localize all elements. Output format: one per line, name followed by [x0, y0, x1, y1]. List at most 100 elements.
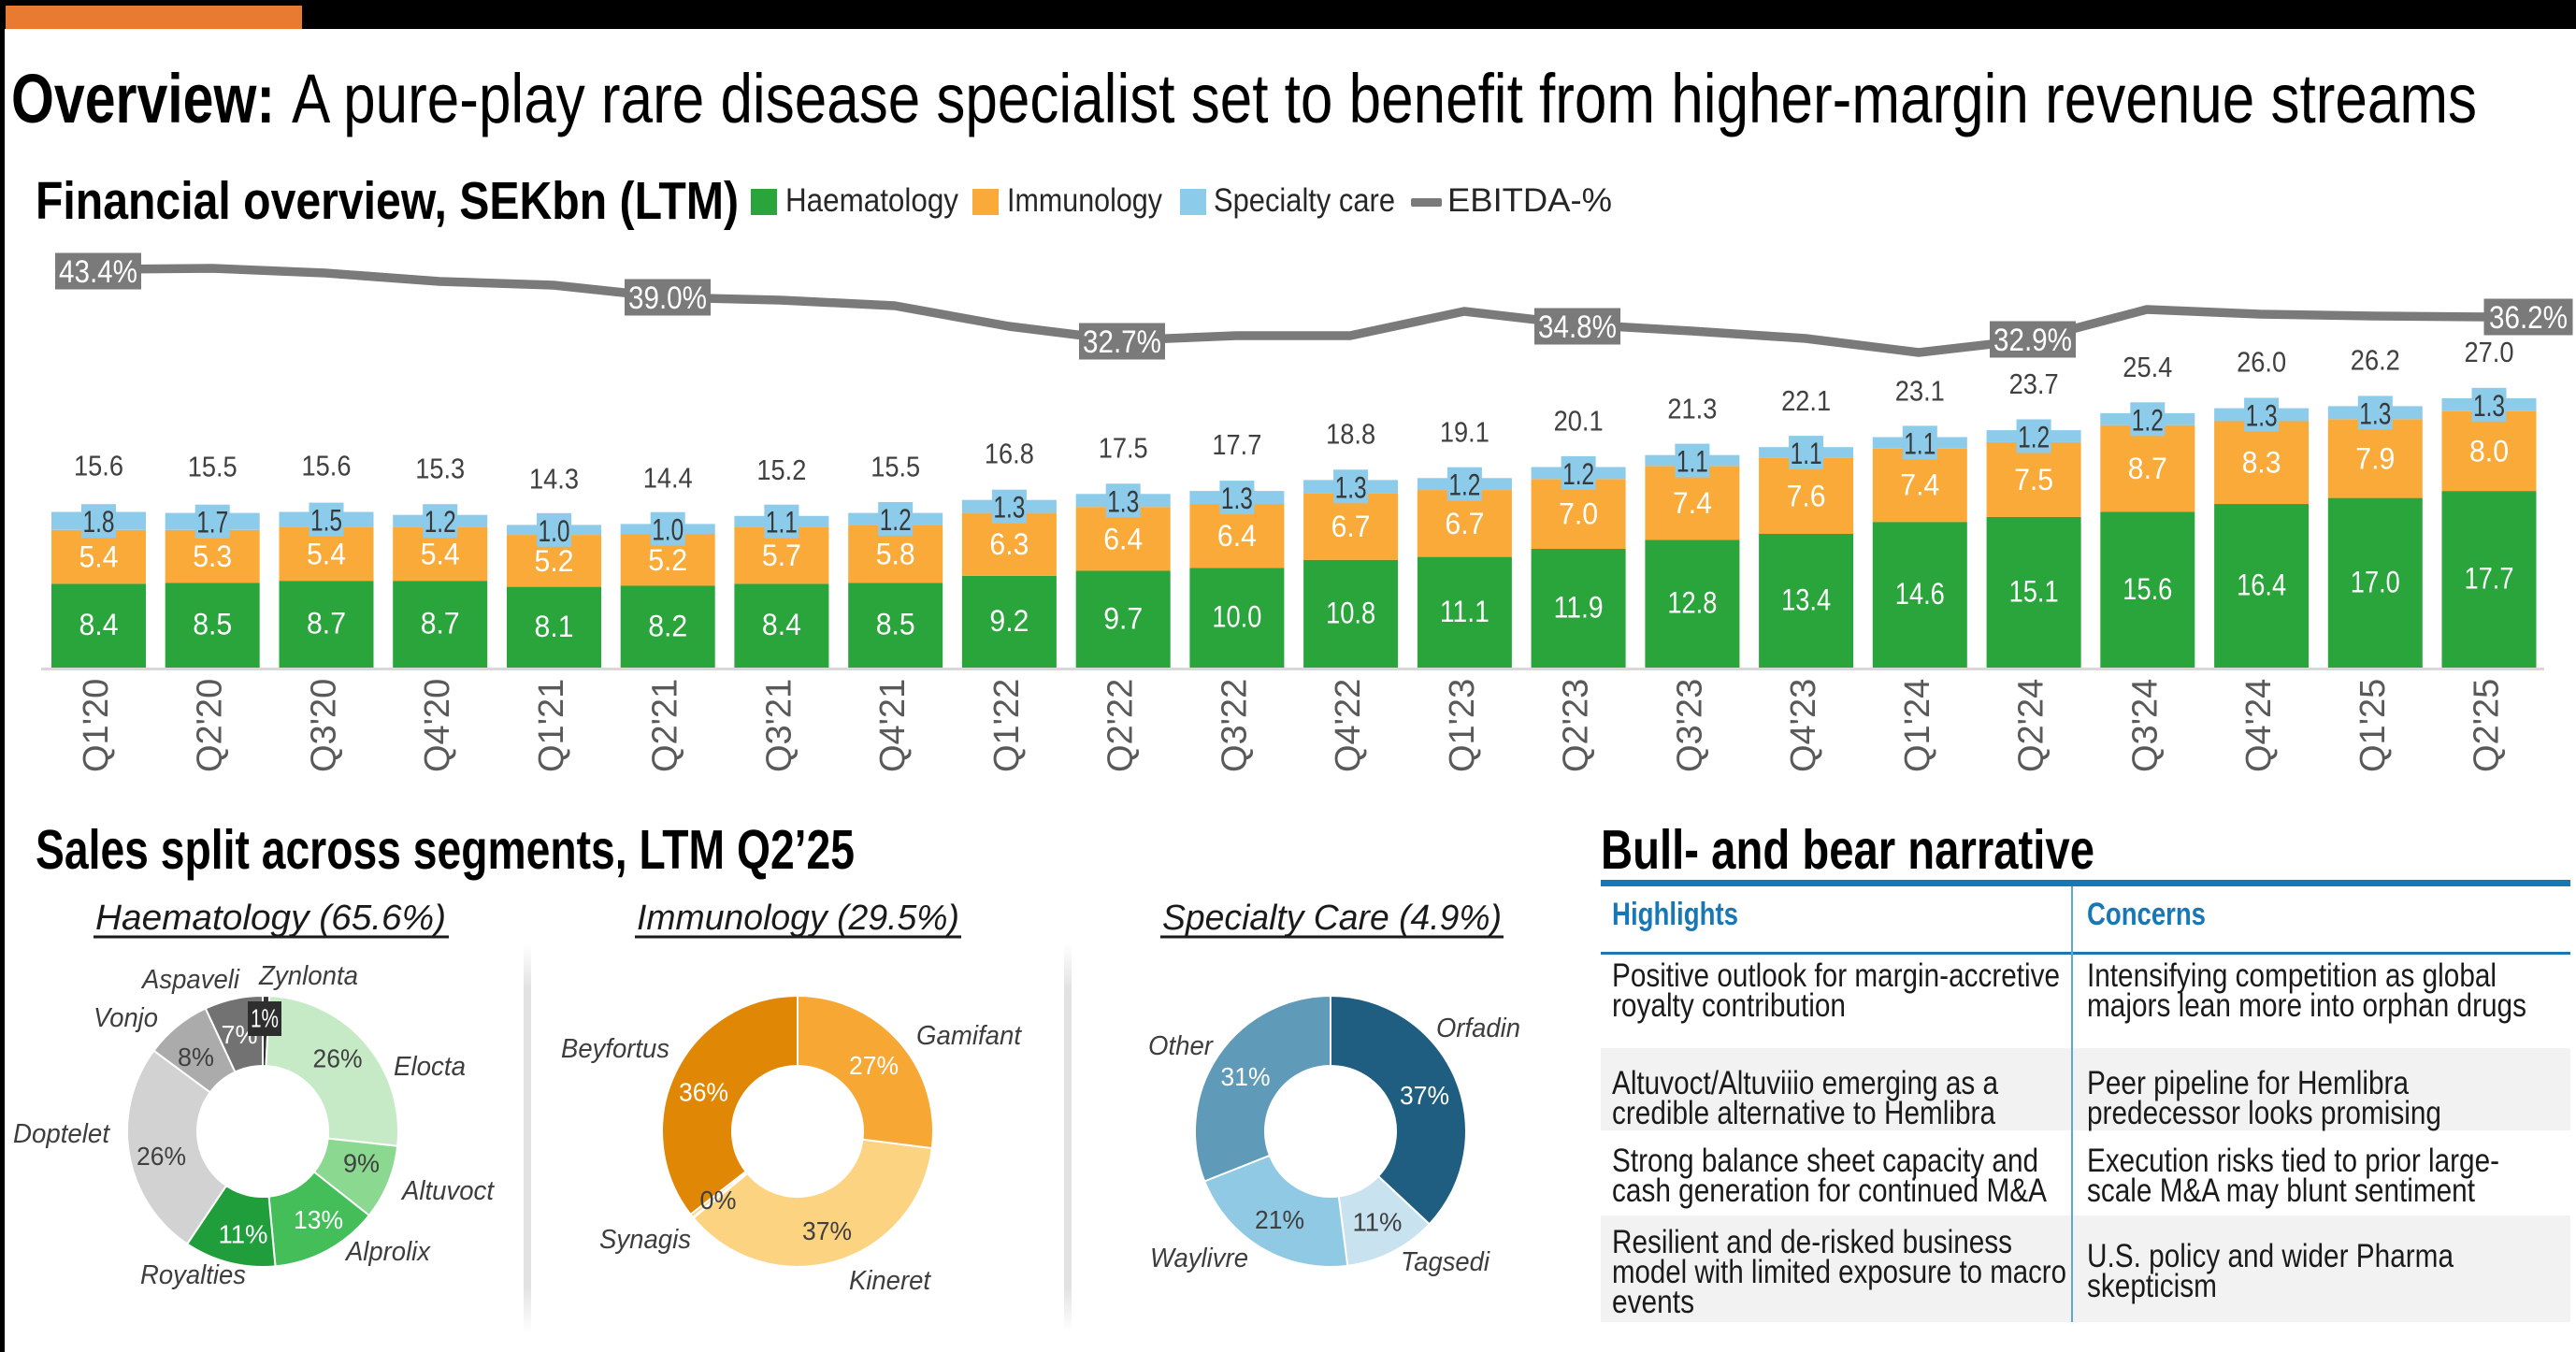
svg-text:Bull- and bear narrative: Bull- and bear narrative: [1601, 819, 2094, 881]
svg-text:scale M&A may blunt sentiment: scale M&A may blunt sentiment: [2087, 1172, 2475, 1209]
svg-text:8.2: 8.2: [648, 609, 687, 642]
svg-text:Execution risks tied to prior: Execution risks tied to prior large-: [2087, 1143, 2499, 1179]
svg-text:1.2: 1.2: [1562, 457, 1594, 491]
svg-text:Resilient and de-risked busine: Resilient and de-risked business: [1612, 1224, 2012, 1260]
svg-text:Tagsedi: Tagsedi: [1401, 1247, 1490, 1277]
svg-text:1.2: 1.2: [2132, 403, 2164, 437]
svg-text:1.1: 1.1: [766, 506, 798, 539]
svg-text:7.4: 7.4: [1673, 486, 1712, 520]
svg-text:Q4'22: Q4'22: [1329, 679, 1368, 772]
svg-text:Q3'21: Q3'21: [759, 679, 799, 772]
svg-text:9%: 9%: [343, 1149, 380, 1178]
svg-text:11%: 11%: [219, 1220, 268, 1249]
svg-text:16.8: 16.8: [985, 438, 1034, 470]
svg-text:Q1'20: Q1'20: [77, 679, 116, 772]
svg-text:25.4: 25.4: [2123, 351, 2172, 383]
svg-text:Q2'21: Q2'21: [646, 679, 685, 772]
svg-text:Doptelet: Doptelet: [13, 1119, 111, 1149]
svg-text:Q2'20: Q2'20: [191, 679, 230, 772]
svg-text:Q1'21: Q1'21: [532, 679, 571, 772]
svg-text:1.3: 1.3: [2359, 396, 2391, 430]
svg-text:cash generation for continued: cash generation for continued M&A: [1612, 1172, 2048, 1209]
svg-text:1.1: 1.1: [1677, 445, 1708, 479]
svg-text:15.6: 15.6: [74, 450, 123, 482]
svg-text:26.0: 26.0: [2237, 346, 2286, 379]
svg-text:7.6: 7.6: [1787, 480, 1826, 513]
svg-text:Positive outlook for margin-ac: Positive outlook for margin-accretive: [1612, 957, 2060, 994]
svg-text:1.1: 1.1: [1791, 437, 1822, 470]
svg-text:events: events: [1612, 1284, 1694, 1320]
svg-text:U.S. policy and wider Pharma: U.S. policy and wider Pharma: [2087, 1238, 2454, 1274]
svg-text:5.4: 5.4: [307, 537, 346, 570]
svg-text:1.2: 1.2: [2018, 421, 2050, 454]
svg-text:21.3: 21.3: [1667, 393, 1717, 425]
svg-text:16.4: 16.4: [2237, 568, 2286, 602]
svg-text:14.4: 14.4: [643, 461, 693, 494]
svg-text:7.4: 7.4: [1900, 468, 1939, 502]
svg-text:Sales split across segments, L: Sales split across segments, LTM Q2’25: [36, 819, 855, 881]
svg-text:8.7: 8.7: [2128, 452, 2167, 485]
svg-text:model with limited exposure to: model with limited exposure to macro: [1612, 1254, 2066, 1290]
svg-text:26%: 26%: [137, 1142, 186, 1171]
svg-text:7.0: 7.0: [1559, 497, 1598, 531]
svg-text:20.1: 20.1: [1554, 405, 1604, 438]
svg-text:23.7: 23.7: [2009, 367, 2059, 400]
svg-text:1.8: 1.8: [83, 505, 115, 539]
svg-text:11%: 11%: [1353, 1208, 1403, 1237]
svg-text:36.2%: 36.2%: [2489, 300, 2568, 336]
svg-text:1.2: 1.2: [880, 503, 912, 537]
svg-text:5.4: 5.4: [79, 540, 119, 574]
svg-text:15.6: 15.6: [302, 450, 352, 482]
svg-text:EBITDA-%: EBITDA-%: [1447, 182, 1612, 219]
svg-text:6.3: 6.3: [989, 527, 1029, 561]
svg-text:8.0: 8.0: [2469, 435, 2509, 468]
svg-text:1.3: 1.3: [2246, 399, 2278, 433]
svg-text:15.5: 15.5: [188, 451, 237, 483]
svg-text:Q3'24: Q3'24: [2125, 679, 2165, 772]
svg-text:8.7: 8.7: [421, 607, 460, 640]
svg-text:37%: 37%: [1400, 1081, 1449, 1110]
svg-text:Q4'24: Q4'24: [2239, 679, 2279, 772]
svg-text:31%: 31%: [1221, 1062, 1271, 1091]
svg-text:17.0: 17.0: [2351, 565, 2400, 598]
svg-text:27.0: 27.0: [2465, 336, 2514, 368]
svg-text:17.5: 17.5: [1099, 431, 1148, 464]
svg-text:6.4: 6.4: [1217, 519, 1257, 553]
svg-text:14.3: 14.3: [529, 462, 579, 495]
svg-text:majors lean more into orphan d: majors lean more into orphan drugs: [2087, 987, 2526, 1024]
svg-text:5.7: 5.7: [762, 539, 801, 572]
svg-text:Immunology: Immunology: [1007, 182, 1162, 219]
svg-text:8.1: 8.1: [535, 610, 574, 643]
svg-text:9.7: 9.7: [1103, 601, 1143, 635]
svg-text:Strong balance sheet capacity: Strong balance sheet capacity and: [1612, 1143, 2038, 1179]
svg-text:1.5: 1.5: [310, 504, 342, 538]
svg-text:skepticism: skepticism: [2087, 1268, 2217, 1304]
svg-text:5.2: 5.2: [648, 543, 687, 577]
svg-text:17.7: 17.7: [2465, 562, 2514, 596]
svg-text:10.0: 10.0: [1212, 600, 1261, 634]
svg-text:15.3: 15.3: [415, 453, 465, 485]
svg-text:8.7: 8.7: [307, 607, 346, 640]
svg-text:6.7: 6.7: [1331, 510, 1371, 543]
svg-text:Other: Other: [1148, 1031, 1214, 1061]
svg-text:Q2'24: Q2'24: [2012, 679, 2051, 772]
svg-text:Q2'25: Q2'25: [2468, 679, 2507, 772]
svg-text:Haematology: Haematology: [785, 182, 958, 219]
svg-text:Q2'22: Q2'22: [1101, 679, 1141, 772]
svg-text:Q1'25: Q1'25: [2353, 679, 2393, 772]
svg-text:5.4: 5.4: [421, 537, 460, 570]
svg-text:Zynlonta: Zynlonta: [258, 961, 358, 991]
svg-text:1%: 1%: [251, 1004, 279, 1033]
svg-text:Q2'23: Q2'23: [1557, 679, 1596, 772]
svg-text:Altuvoct: Altuvoct: [400, 1176, 496, 1206]
svg-text:Q3'23: Q3'23: [1670, 679, 1709, 772]
svg-text:5.8: 5.8: [876, 537, 915, 570]
svg-text:8.4: 8.4: [762, 608, 801, 641]
svg-text:Q4'21: Q4'21: [873, 679, 913, 772]
svg-text:Q1'24: Q1'24: [1898, 679, 1937, 772]
svg-text:15.5: 15.5: [871, 451, 920, 483]
svg-text:6.4: 6.4: [1103, 522, 1143, 555]
svg-text:37%: 37%: [802, 1216, 852, 1245]
svg-text:26.2: 26.2: [2351, 343, 2400, 376]
svg-text:6.7: 6.7: [1445, 507, 1484, 540]
